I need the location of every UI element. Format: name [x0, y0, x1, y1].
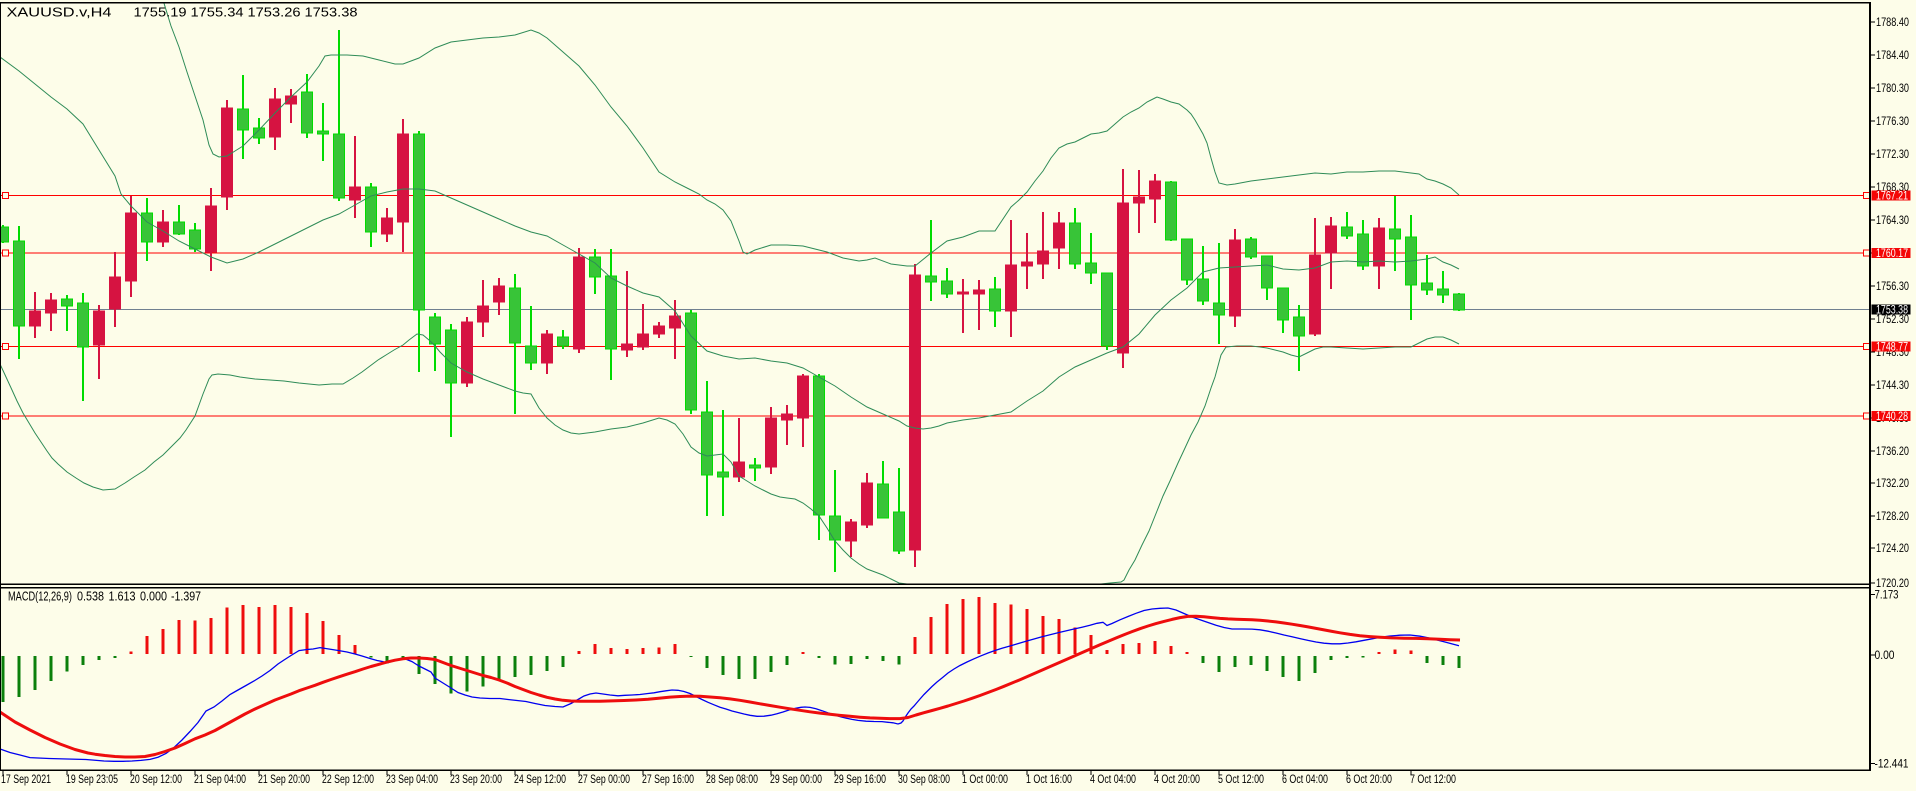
svg-text:23 Sep 20:00: 23 Sep 20:00: [450, 774, 502, 786]
svg-text:29 Sep 16:00: 29 Sep 16:00: [834, 774, 886, 786]
svg-text:1736.20: 1736.20: [1876, 446, 1909, 458]
svg-text:21 Sep 20:00: 21 Sep 20:00: [258, 774, 310, 786]
svg-text:21 Sep 04:00: 21 Sep 04:00: [194, 774, 246, 786]
svg-text:1724.20: 1724.20: [1876, 543, 1909, 555]
svg-text:1720.20: 1720.20: [1876, 578, 1909, 590]
svg-text:1756.30: 1756.30: [1876, 281, 1909, 293]
svg-text:1760.17: 1760.17: [1876, 248, 1908, 260]
svg-text:1784.40: 1784.40: [1876, 50, 1909, 62]
svg-text:1728.20: 1728.20: [1876, 511, 1909, 523]
svg-text:1752.30: 1752.30: [1876, 314, 1909, 326]
svg-text:-12.441: -12.441: [1875, 759, 1909, 771]
svg-text:1767.21: 1767.21: [1876, 191, 1908, 203]
svg-text:6 Oct 20:00: 6 Oct 20:00: [1346, 774, 1392, 786]
svg-text:4 Oct 20:00: 4 Oct 20:00: [1154, 774, 1200, 786]
svg-text:0.00: 0.00: [1875, 650, 1895, 662]
svg-text:1 Oct 00:00: 1 Oct 00:00: [962, 774, 1008, 786]
svg-text:7 Oct 12:00: 7 Oct 12:00: [1410, 774, 1456, 786]
svg-text:1732.20: 1732.20: [1876, 478, 1909, 490]
svg-text:28 Sep 08:00: 28 Sep 08:00: [706, 774, 758, 786]
svg-text:20 Sep 12:00: 20 Sep 12:00: [130, 774, 182, 786]
svg-text:19 Sep 23:05: 19 Sep 23:05: [66, 774, 118, 786]
svg-text:7.173: 7.173: [1875, 590, 1899, 602]
svg-text:1772.30: 1772.30: [1876, 149, 1909, 161]
svg-text:1780.30: 1780.30: [1876, 83, 1909, 95]
svg-text:22 Sep 12:00: 22 Sep 12:00: [322, 774, 374, 786]
svg-text:4 Oct 04:00: 4 Oct 04:00: [1090, 774, 1136, 786]
svg-text:1776.30: 1776.30: [1876, 116, 1909, 128]
svg-text:6 Oct 04:00: 6 Oct 04:00: [1282, 774, 1328, 786]
svg-text:1753.38: 1753.38: [1876, 305, 1908, 317]
svg-text:5 Oct 12:00: 5 Oct 12:00: [1218, 774, 1264, 786]
svg-text:1 Oct 16:00: 1 Oct 16:00: [1026, 774, 1072, 786]
svg-text:1744.30: 1744.30: [1876, 380, 1909, 392]
svg-text:30 Sep 08:00: 30 Sep 08:00: [898, 774, 950, 786]
svg-text:1748.77: 1748.77: [1876, 342, 1908, 354]
svg-text:29 Sep 00:00: 29 Sep 00:00: [770, 774, 822, 786]
svg-text:1788.40: 1788.40: [1876, 17, 1909, 29]
svg-text:1764.30: 1764.30: [1876, 215, 1909, 227]
svg-text:27 Sep 00:00: 27 Sep 00:00: [578, 774, 630, 786]
svg-text:1740.28: 1740.28: [1876, 411, 1908, 423]
svg-text:17 Sep 2021: 17 Sep 2021: [1, 774, 51, 786]
svg-text:27 Sep 16:00: 27 Sep 16:00: [642, 774, 694, 786]
svg-text:23 Sep 04:00: 23 Sep 04:00: [386, 774, 438, 786]
svg-text:24 Sep 12:00: 24 Sep 12:00: [514, 774, 566, 786]
